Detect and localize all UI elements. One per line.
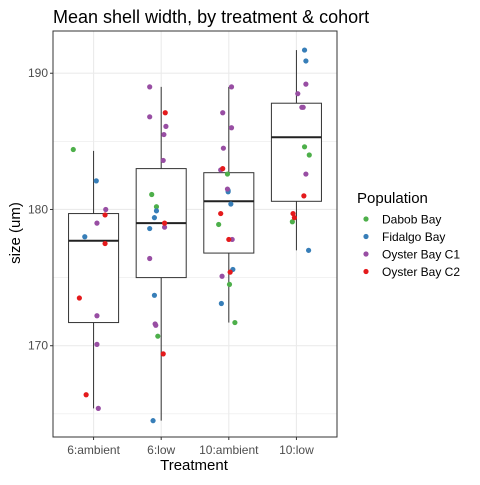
legend-key-dabob-bay (363, 216, 369, 222)
box-iqr (68, 213, 120, 324)
data-point-fidalgo-bay (147, 225, 153, 232)
data-point-oyster-bay-c1 (153, 322, 159, 328)
chart-title: Mean shell width, by treatment & cohort (53, 7, 369, 27)
data-point-oyster-bay-c1 (220, 110, 226, 116)
data-point-oyster-bay-c2 (102, 212, 108, 218)
data-point-oyster-bay-c1 (95, 405, 101, 411)
data-point-oyster-bay-c2 (76, 295, 82, 301)
data-point-dabob-bay (70, 146, 76, 153)
boxplot-6-ambient (68, 150, 120, 409)
data-point-fidalgo-bay (150, 418, 156, 424)
data-point-oyster-bay-c1 (147, 114, 153, 120)
data-point-oyster-bay-c1 (219, 273, 225, 279)
data-point-oyster-bay-c1 (300, 104, 306, 110)
data-point-oyster-bay-c1 (94, 341, 100, 347)
y-tick-label: 180 (28, 202, 48, 216)
plot-panel (52, 30, 338, 438)
data-point-oyster-bay-c2 (290, 210, 296, 217)
data-point-fidalgo-bay (303, 58, 309, 64)
data-point-oyster-bay-c2 (291, 215, 297, 221)
legend-key-fidalgo-bay (363, 233, 369, 240)
data-point-fidalgo-bay (228, 201, 234, 207)
data-point-oyster-bay-c2 (220, 166, 226, 172)
data-point-oyster-bay-c1 (228, 84, 235, 90)
y-axis: 170 180 190 (28, 66, 53, 353)
data-point-oyster-bay-c1 (161, 131, 167, 138)
data-point-oyster-bay-c1 (163, 123, 169, 129)
data-point-fidalgo-bay (301, 47, 308, 53)
data-point-oyster-bay-c2 (102, 240, 108, 247)
data-point-oyster-bay-c2 (160, 351, 166, 357)
data-point-oyster-bay-c2 (161, 220, 168, 226)
y-tick-label: 190 (28, 66, 48, 80)
panel-border (52, 30, 338, 438)
data-point-fidalgo-bay (82, 234, 88, 240)
data-point-oyster-bay-c1 (220, 145, 226, 151)
data-point-dabob-bay (306, 152, 312, 158)
x-tick-label: 10:low (279, 443, 314, 457)
data-point-dabob-bay (289, 219, 295, 225)
x-tick-label: 6:low (147, 443, 175, 457)
data-point-oyster-bay-c2 (301, 193, 307, 199)
data-point-dabob-bay (216, 221, 222, 228)
legend-title: Population (357, 190, 428, 207)
x-tick-label: 10:ambient (199, 443, 259, 457)
data-point-dabob-bay (153, 204, 160, 210)
data-point-fidalgo-bay (306, 247, 312, 253)
data-point-fidalgo-bay (151, 215, 158, 221)
y-tick-label: 170 (28, 339, 48, 353)
data-point-oyster-bay-c1 (147, 84, 153, 90)
data-point-oyster-bay-c1 (161, 224, 168, 230)
data-point-oyster-bay-c2 (226, 236, 232, 243)
boxplot-6-low (135, 86, 187, 421)
legend-label-oyster-bay-c2: Oyster Bay C2 (382, 265, 460, 279)
legend-label-fidalgo-bay: Fidalgo Bay (382, 230, 445, 244)
data-point-dabob-bay (226, 281, 233, 288)
data-point-oyster-bay-c2 (218, 210, 224, 217)
data-point-oyster-bay-c1 (94, 220, 100, 226)
data-point-fidalgo-bay (151, 292, 158, 298)
legend-label-dabob-bay: Dabob Bay (382, 213, 441, 227)
data-point-fidalgo-bay (218, 300, 224, 307)
y-axis-label: size (um) (7, 202, 24, 264)
data-point-oyster-bay-c1 (228, 125, 235, 131)
data-point-oyster-bay-c1 (224, 186, 231, 192)
data-point-oyster-bay-c1 (94, 313, 100, 319)
x-axis: 6:ambient 6:low 10:ambient 10:low (67, 437, 314, 457)
data-point-oyster-bay-c2 (162, 110, 168, 116)
data-point-oyster-bay-c1 (160, 157, 166, 164)
x-tick-label: 6:ambient (67, 443, 120, 457)
legend-label-oyster-bay-c1: Oyster Bay C1 (382, 248, 460, 262)
data-point-fidalgo-bay (93, 178, 99, 184)
data-point-oyster-bay-c1 (303, 171, 309, 177)
legend-key-oyster-bay-c1 (363, 251, 369, 257)
x-axis-label: Treatment (160, 457, 229, 474)
data-point-dabob-bay (301, 144, 308, 150)
data-point-oyster-bay-c2 (83, 392, 89, 398)
data-point-oyster-bay-c1 (295, 91, 301, 97)
data-point-dabob-bay (232, 319, 238, 326)
data-point-oyster-bay-c1 (147, 255, 153, 262)
data-point-fidalgo-bay (153, 208, 160, 214)
data-point-oyster-bay-c1 (103, 206, 109, 213)
box-iqr (270, 102, 322, 202)
data-point-dabob-bay (224, 171, 231, 177)
data-point-oyster-bay-c1 (303, 81, 309, 87)
data-point-dabob-bay (149, 191, 155, 198)
data-point-oyster-bay-c2 (227, 269, 233, 275)
legend-key-oyster-bay-c2 (363, 268, 369, 275)
legend: Population Dabob Bay Fidalgo Bay Oyster Ba… (357, 190, 460, 279)
data-point-dabob-bay (155, 333, 161, 339)
